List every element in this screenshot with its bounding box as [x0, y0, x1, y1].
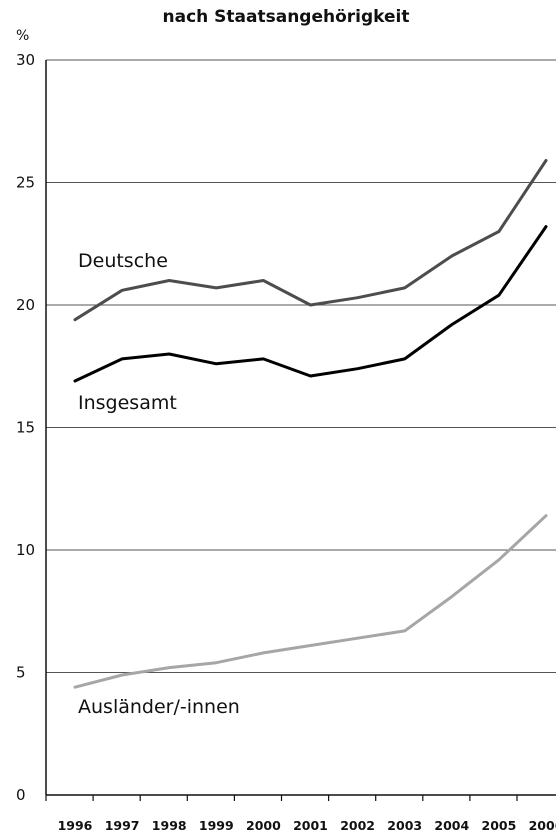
y-tick-label: 30	[16, 51, 35, 69]
y-tick-label: 20	[16, 296, 35, 314]
y-unit-label: %	[16, 28, 29, 44]
x-tick-label: 2000	[246, 818, 281, 833]
series-line-deutsche	[73, 159, 548, 322]
y-tick-label: 15	[16, 419, 35, 437]
series-labels: Deutsche Insgesamt Ausländer/-innen	[78, 250, 240, 718]
y-tick-labels: 0 5 10 15 20 25 30	[16, 51, 35, 804]
x-tick-label: 2005	[482, 818, 517, 833]
x-tick-label: 1997	[105, 818, 140, 833]
series-label-auslaender-innen: Ausländer/-innen	[78, 696, 240, 718]
y-tick-label: 10	[16, 541, 35, 559]
series-lines	[73, 159, 548, 689]
x-tick-label: 2002	[340, 818, 375, 833]
chart-title: nach Staatsangehörigkeit	[163, 7, 410, 27]
x-tick-label: 1998	[152, 818, 187, 833]
x-tick-label: 2004	[434, 818, 469, 833]
x-tick-label: 1999	[199, 818, 234, 833]
series-label-insgesamt: Insgesamt	[78, 392, 177, 414]
x-tick-label: 2006	[529, 818, 556, 833]
x-tick-label: 2003	[387, 818, 422, 833]
x-tick-label: 2001	[293, 818, 328, 833]
x-tick-label: 1996	[58, 818, 93, 833]
y-tick-label: 5	[16, 664, 26, 682]
gridlines	[46, 59, 556, 673]
series-line-insgesamt	[73, 225, 548, 383]
y-tick-label: 25	[16, 174, 35, 192]
series-line-auslaender-innen	[73, 514, 548, 689]
y-tick-label: 0	[16, 786, 26, 804]
x-tick-labels: 1996 1997 1998 1999 2000 2001 2002 2003 2004 2005…	[45, 795, 556, 833]
series-label-deutsche: Deutsche	[78, 250, 168, 272]
